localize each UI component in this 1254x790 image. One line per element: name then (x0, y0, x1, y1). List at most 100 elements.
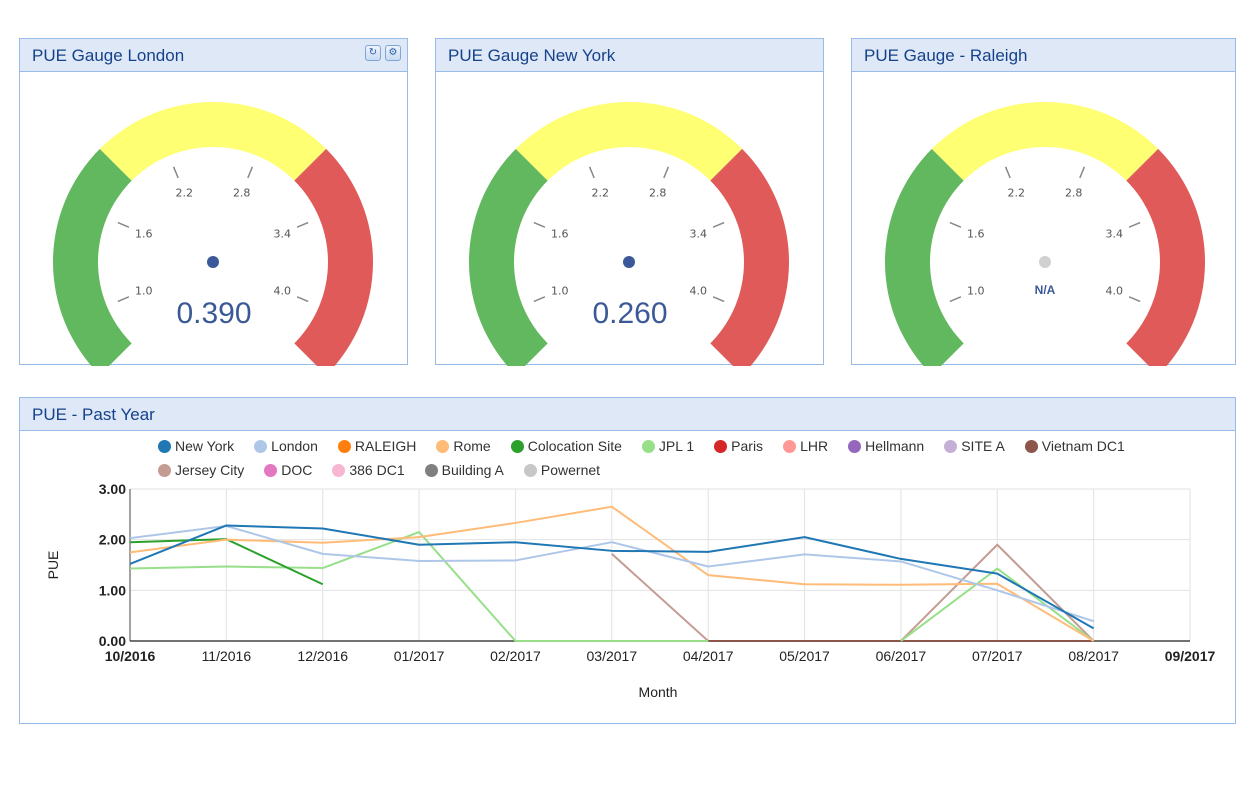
gauge-tick (296, 221, 309, 228)
gauge-band-2 (294, 148, 373, 366)
legend-label: LHR (800, 438, 829, 454)
pue-trend-panel: PUE - Past Year New York London RALEIGH Rom… (19, 397, 1236, 724)
gauge-value: 0.260 (592, 297, 668, 330)
gauge-tick-label: 3.4 (690, 227, 708, 240)
gauge-tick-label: 2.8 (233, 187, 251, 200)
x-tick-label: 06/2017 (876, 648, 927, 664)
gauge-tick-label: 1.0 (551, 285, 569, 298)
gauge-tick (1004, 166, 1011, 179)
legend-item[interactable]: SITE A (944, 438, 1005, 454)
legend-marker (158, 439, 171, 453)
legend-label: Vietnam DC1 (1041, 438, 1125, 454)
legend-item[interactable]: Paris (714, 438, 763, 454)
legend-item[interactable]: Jersey City (158, 462, 244, 478)
gauge-tick (1128, 296, 1141, 303)
legend-item[interactable]: JPL 1 (641, 438, 694, 454)
legend-marker (848, 439, 862, 453)
legend-item[interactable]: Rome (436, 438, 491, 454)
panel-title: PUE - Past Year (32, 405, 155, 424)
legend-label: Building A (441, 462, 504, 478)
x-tick-label: 05/2017 (779, 648, 830, 664)
series-line[interactable] (129, 531, 1095, 642)
legend-item[interactable]: RALEIGH (337, 438, 417, 454)
gauge-tick-label: 1.0 (135, 285, 153, 298)
gear-icon[interactable]: ⚙ (385, 45, 401, 61)
gauge-tick-label: 1.6 (551, 227, 569, 240)
gauge-tick-label: 2.2 (176, 187, 194, 200)
gauge-tick (296, 296, 309, 303)
y-tick-label: 2.00 (99, 532, 126, 548)
gauge-tick (663, 166, 670, 179)
legend-item[interactable]: LHR (783, 438, 828, 454)
legend-item[interactable]: Colocation Site (510, 438, 622, 454)
panel-tools: ↻ ⚙ (365, 45, 401, 61)
x-axis-title: Month (639, 684, 678, 700)
x-tick-label: 12/2016 (297, 648, 348, 664)
gauge-dial: 1.0 1.6 2.2 2.8 3.4 4.0 (469, 101, 789, 366)
gauge-pivot (207, 256, 219, 268)
panel-title: PUE Gauge London (32, 46, 185, 65)
gauge-tick-label: 1.6 (967, 227, 985, 240)
legend-marker (523, 463, 537, 477)
gauge-tick (117, 296, 130, 303)
gauge-band-2 (1126, 148, 1205, 366)
y-tick-label: 0.00 (99, 633, 126, 649)
legend-marker (641, 439, 655, 453)
y-tick-label: 3.00 (99, 481, 126, 497)
gauge-tick (1128, 221, 1141, 228)
panel-title: PUE Gauge - Raleigh (864, 46, 1028, 65)
legend-marker (337, 439, 351, 453)
chart-legend: New York London RALEIGH Rome Colocation Site… (158, 438, 1218, 478)
gauge-panel-header: PUE Gauge - Raleigh (852, 39, 1235, 72)
series-line[interactable] (129, 524, 1095, 630)
gauge-tick (172, 166, 179, 179)
gauge-tick-label: 1.0 (967, 285, 985, 298)
legend-label: RALEIGH (354, 438, 417, 454)
y-axis-title: PUE (45, 551, 61, 580)
legend-item[interactable]: Hellmann (848, 438, 924, 454)
gauge-value: 0.390 (176, 297, 252, 330)
x-tick-label: 04/2017 (683, 648, 734, 664)
legend-marker (436, 439, 450, 453)
series-line[interactable] (129, 524, 1094, 623)
legend-label: Jersey City (175, 462, 245, 478)
gauge-tick-label: 2.2 (1008, 187, 1026, 200)
legend-item[interactable]: DOC (264, 462, 312, 478)
gauge-tick (117, 221, 130, 228)
x-tick-label: 07/2017 (972, 648, 1023, 664)
gauge-band-0 (469, 148, 548, 366)
legend-marker (1024, 439, 1038, 453)
legend-item[interactable]: Vietnam DC1 (1024, 438, 1125, 454)
gauge-tick-label: 2.8 (649, 187, 667, 200)
legend-marker (264, 463, 278, 477)
legend-label: Colocation Site (527, 438, 622, 454)
gauge-tick-label: 2.8 (1065, 187, 1083, 200)
panel-title: PUE Gauge New York (448, 46, 616, 65)
gauge-tick (712, 221, 725, 228)
pue-line-chart: 0.00 1.00 2.00 3.00 10/2016 11/2016 12/2016 01/… (45, 481, 1216, 700)
trend-panel-header: PUE - Past Year (20, 398, 1235, 431)
gauge-tick (533, 221, 546, 228)
gauge-tick-label: 1.6 (135, 227, 153, 240)
series-line[interactable] (129, 505, 1095, 642)
legend-item[interactable]: Powernet (523, 462, 601, 478)
legend-label: Powernet (540, 462, 601, 478)
gauge-tick-label: 2.2 (592, 187, 610, 200)
legend-item[interactable]: London (254, 438, 318, 454)
legend-label: 386 DC1 (349, 462, 405, 478)
legend-marker (783, 439, 797, 453)
refresh-icon[interactable]: ↻ (365, 45, 381, 61)
legend-item[interactable]: New York (158, 438, 234, 454)
x-tick-label: 01/2017 (394, 648, 445, 664)
gauge-tick-label: 4.0 (274, 285, 292, 298)
gauge-na-label: N/A (1034, 283, 1056, 297)
legend-label: Paris (731, 438, 764, 454)
legend-label: SITE A (961, 438, 1005, 454)
gauge-panel-raleigh: PUE Gauge - Raleigh 1.0 1.6 2.2 2.8 3.4 4.0 N… (851, 38, 1236, 366)
gauge-tick-label: 4.0 (1106, 285, 1124, 298)
legend-item[interactable]: Building A (424, 462, 504, 478)
legend-item[interactable]: 386 DC1 (332, 462, 405, 478)
x-tick-label: 08/2017 (1068, 648, 1119, 664)
legend-marker (332, 463, 346, 477)
legend-marker (254, 439, 268, 453)
